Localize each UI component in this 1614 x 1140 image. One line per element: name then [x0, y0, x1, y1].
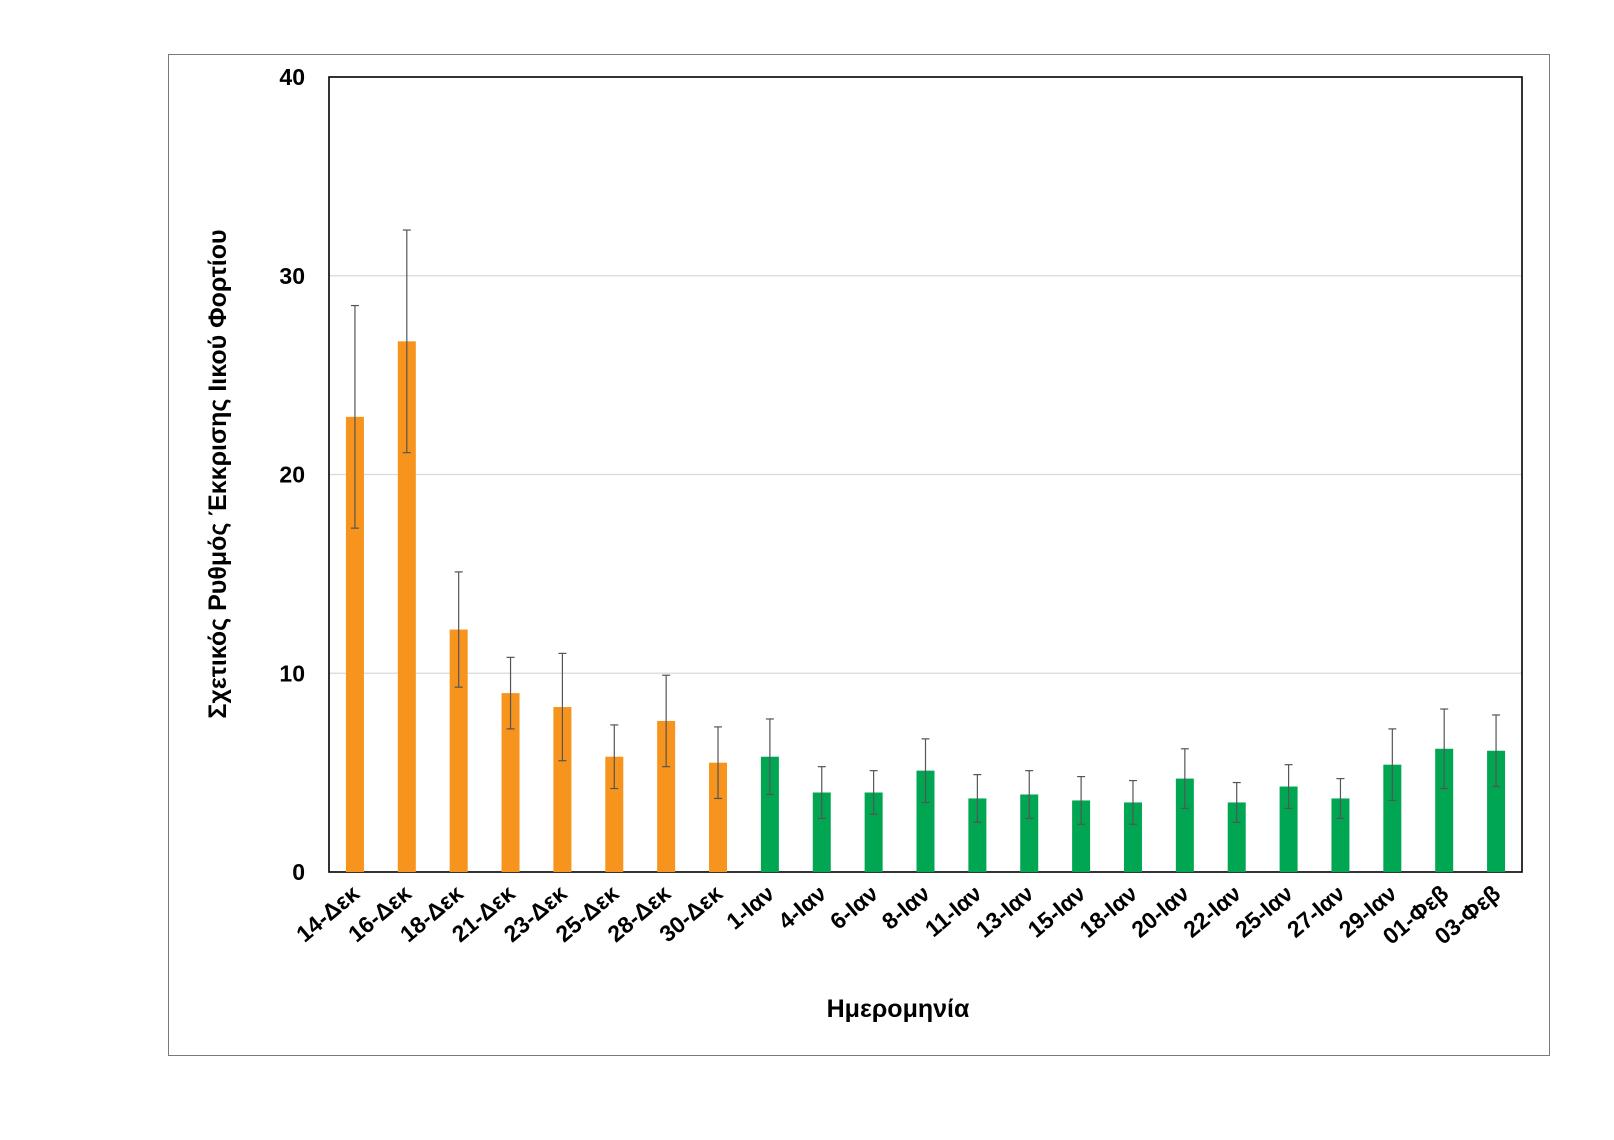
bar: [864, 792, 883, 872]
bar: [553, 707, 572, 872]
x-tick-label: 6-Ιαν: [825, 880, 883, 934]
bar: [709, 762, 728, 872]
y-tick-label: 10: [279, 660, 305, 686]
bar: [968, 798, 987, 872]
y-axis-ticks: 0 10 20 30 40: [279, 64, 305, 885]
y-tick-label: 40: [279, 64, 305, 90]
x-tick-label: 13-Ιαν: [971, 880, 1039, 943]
bar: [1175, 778, 1194, 872]
bar: [397, 341, 416, 872]
bar: [1227, 802, 1246, 872]
x-tick-label: 18-Ιαν: [1074, 880, 1142, 943]
bar: [1072, 800, 1091, 872]
bar: [812, 792, 831, 872]
gridlines: [329, 275, 1522, 674]
bar: [1435, 748, 1454, 872]
x-tick-label: 15-Ιαν: [1023, 880, 1091, 943]
bar: [501, 693, 520, 872]
bar: [1331, 798, 1350, 872]
y-axis-title: Σχετικός Ρυθμός Έκκρισης Ιικού Φορτίου: [204, 229, 232, 718]
bar: [1279, 786, 1298, 872]
bar: [916, 770, 935, 872]
bar: [760, 756, 779, 872]
bar: [1383, 764, 1402, 872]
x-tick-label: 20-Ιαν: [1126, 880, 1194, 943]
bar: [657, 720, 676, 872]
x-tick-label: 1-Ιαν: [721, 880, 779, 934]
error-bars: [350, 229, 1501, 825]
x-tick-label: 11-Ιαν: [920, 880, 987, 942]
bar: [449, 629, 468, 872]
bar: [1487, 750, 1506, 872]
x-axis-ticks: 14-Δεκ16-Δεκ18-Δεκ21-Δεκ23-Δεκ25-Δεκ28-Δ…: [291, 880, 1505, 950]
x-tick-label: 25-Ιαν: [1230, 880, 1298, 943]
x-tick-label: 27-Ιαν: [1282, 880, 1350, 943]
y-tick-label: 0: [292, 859, 305, 885]
bars: [345, 341, 1506, 872]
y-tick-label: 30: [279, 263, 305, 289]
x-axis-title: Ημερομηνία: [827, 995, 970, 1023]
bar: [345, 416, 364, 872]
y-tick-label: 20: [279, 462, 305, 488]
bar: [1020, 794, 1039, 872]
x-tick-label: 4-Ιαν: [773, 880, 831, 934]
bar: [1123, 802, 1142, 872]
x-tick-label: 22-Ιαν: [1178, 880, 1246, 943]
bar: [605, 756, 624, 872]
